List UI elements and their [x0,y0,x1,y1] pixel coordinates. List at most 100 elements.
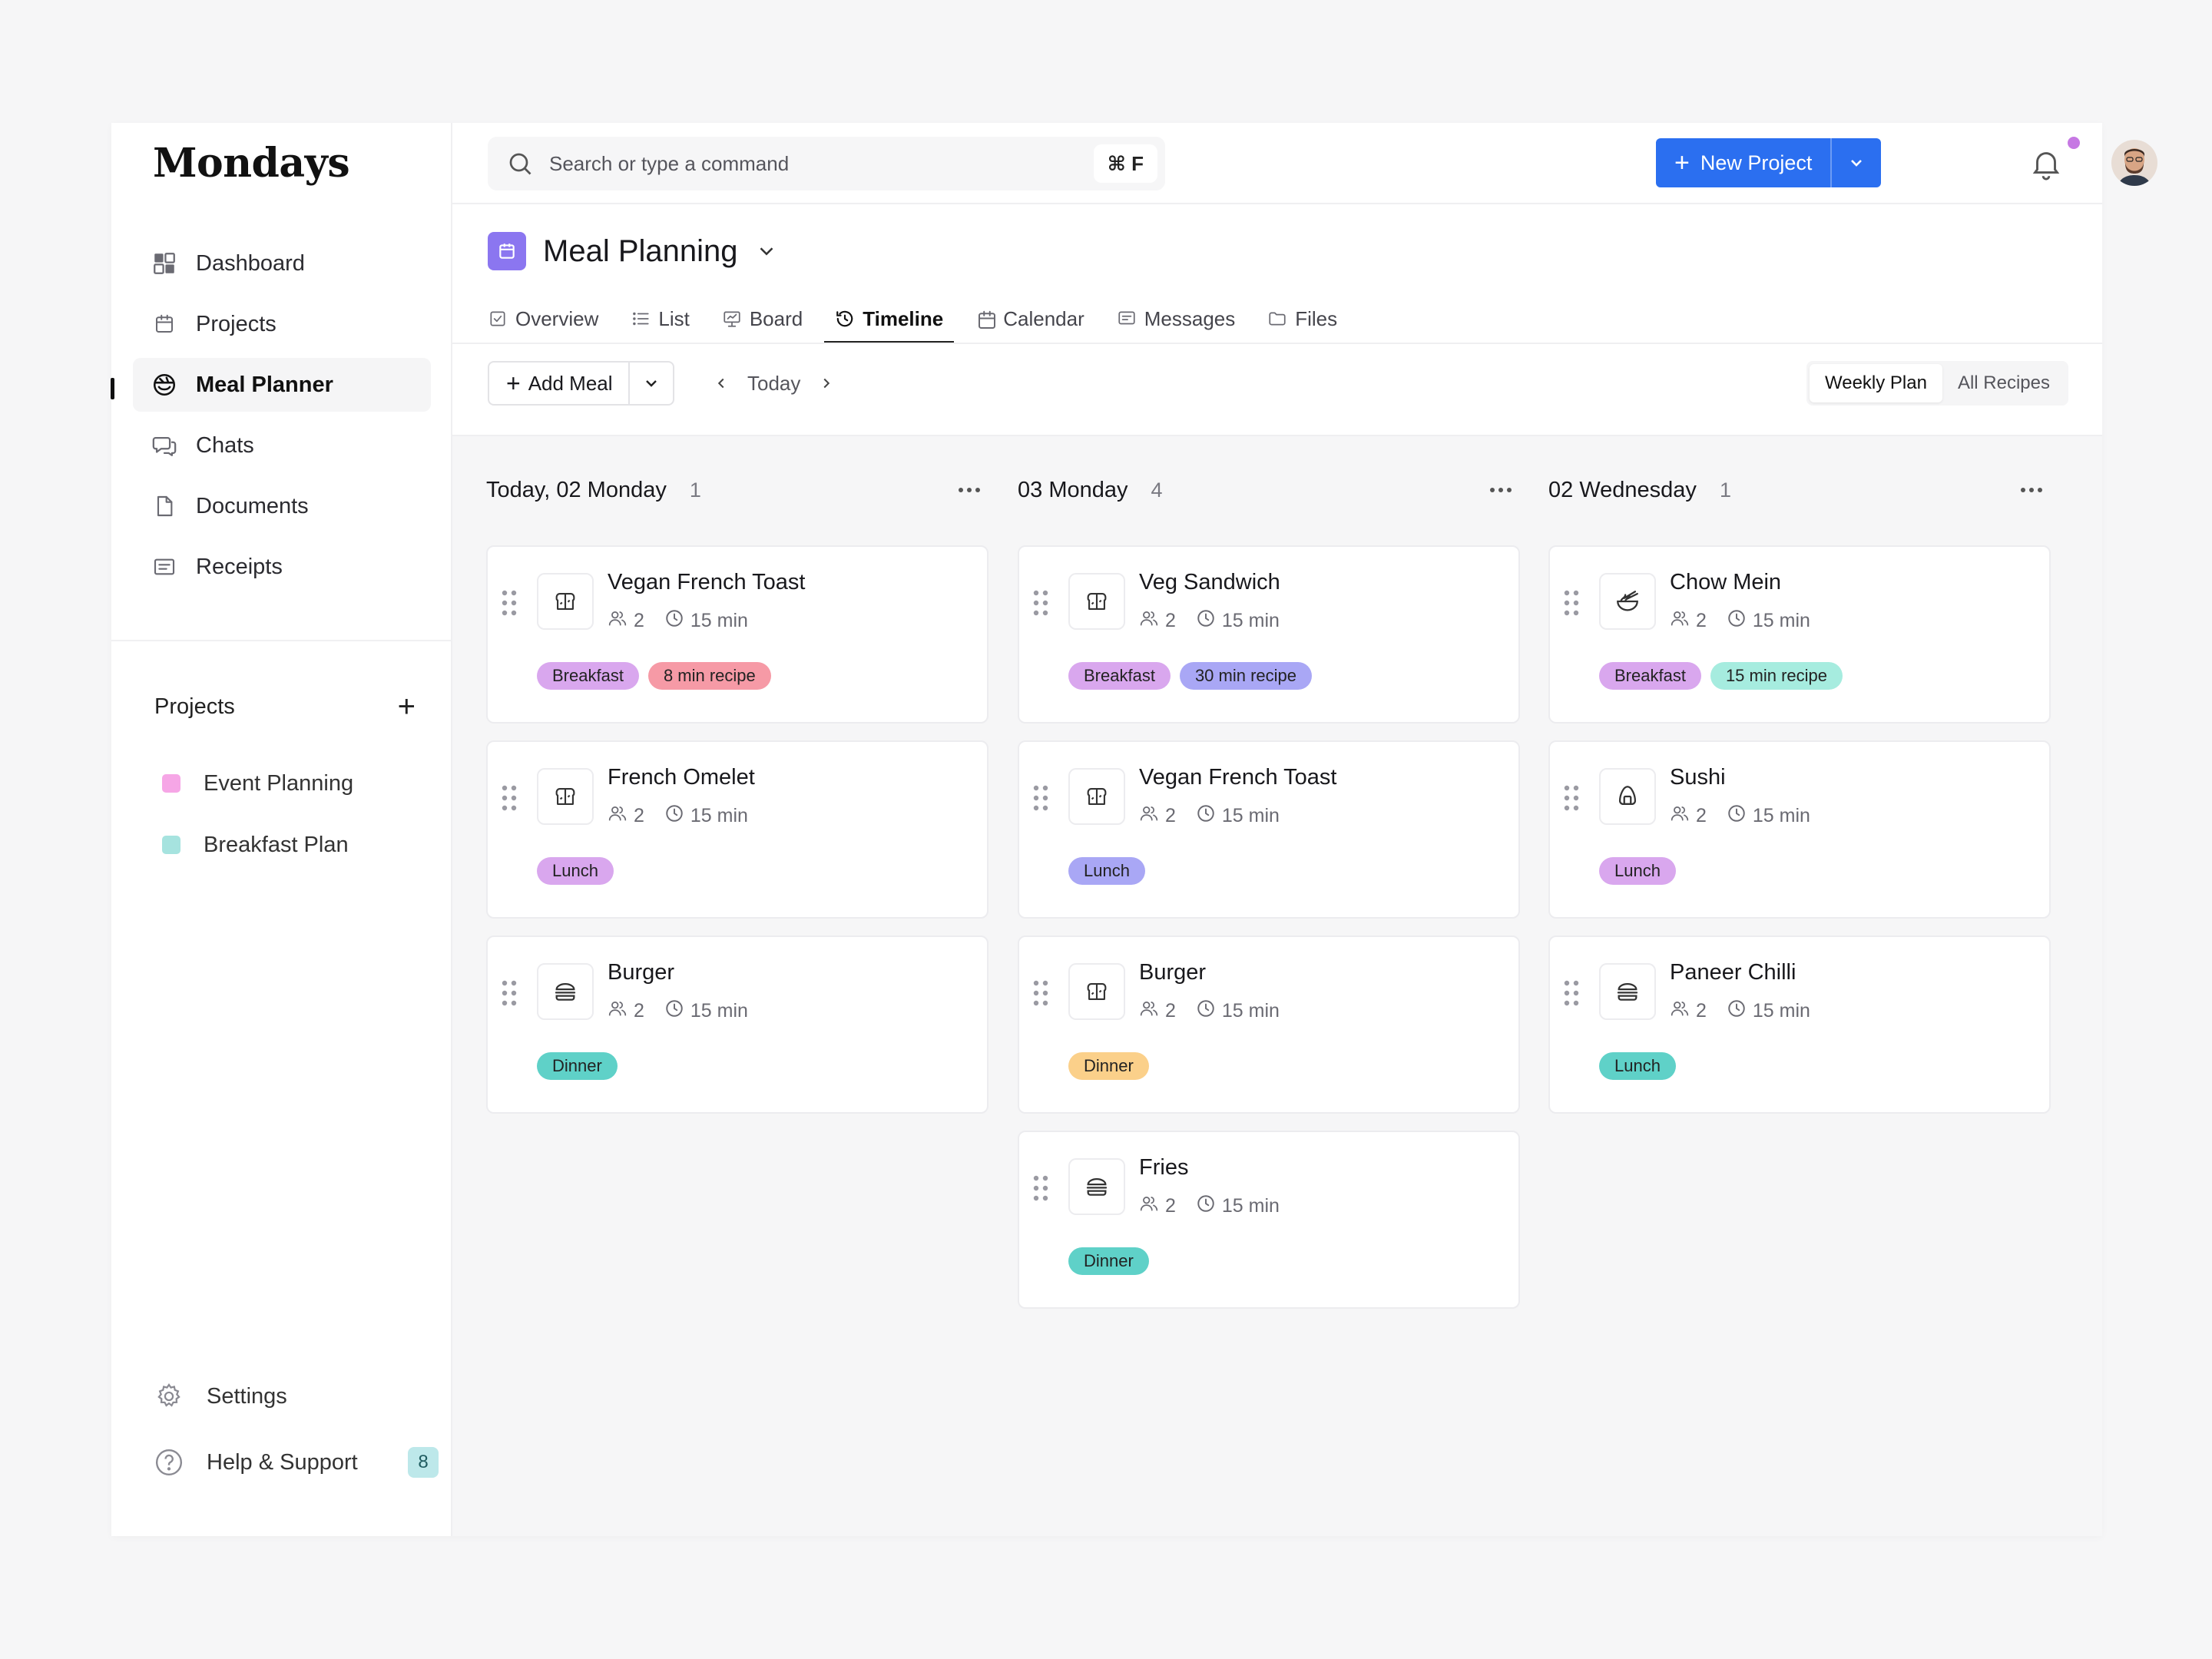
add-meal-button[interactable]: + Add Meal [489,363,628,404]
new-project-dropdown-button[interactable] [1830,138,1882,187]
meal-name: French Omelet [608,765,755,790]
new-project-button[interactable]: + New Project [1656,138,1831,187]
meal-card[interactable]: French Omelet 2 15 min Lunch [486,740,988,919]
add-meal-dropdown-button[interactable] [628,363,673,404]
meal-card[interactable]: Vegan French Toast 2 15 min Lunch [1018,740,1520,919]
tab-label: Timeline [863,306,944,330]
sidebar-item-dashboard[interactable]: Dashboard [133,237,431,290]
prep-time: 15 min [1221,1000,1280,1022]
meal-card[interactable]: Sushi 2 15 min Lunch [1548,740,2051,919]
people-icon [1139,803,1165,829]
clock-icon [1196,998,1222,1024]
project-item-breakfast-plan[interactable]: Breakfast Plan [162,814,353,876]
previous-date-button[interactable] [706,368,737,399]
burger-icon [537,963,594,1020]
meal-tag: 15 min recipe [1710,662,1843,690]
meal-card[interactable]: Vegan French Toast 2 15 min Breakfast 8 min … [486,545,988,724]
gear-icon [154,1382,184,1411]
meal-card[interactable]: Burger 2 15 min Dinner [486,935,988,1114]
clock-icon [664,803,690,829]
meal-meta: 2 15 min [1139,1194,1280,1219]
page-title: Meal Planning [543,233,738,268]
bell-icon[interactable] [2028,146,2064,181]
search-placeholder: Search or type a command [549,151,790,175]
sidebar-item-chats[interactable]: Chats [133,419,431,472]
project-list: Event Planning Breakfast Plan [162,753,353,876]
tab-list[interactable]: List [620,293,700,344]
next-date-button[interactable] [811,368,842,399]
meal-tag: Breakfast [537,662,639,690]
tab-overview[interactable]: Overview [488,293,609,344]
prep-time: 15 min [690,805,748,826]
help-badge: 8 [408,1447,439,1478]
toast-icon [1068,963,1125,1020]
sidebar-nav: Dashboard Projects Meal Planner Chats Docume… [133,237,431,601]
toast-icon [537,768,594,825]
meal-tag: Lunch [537,857,614,885]
sidebar-item-meal-planner[interactable]: Meal Planner [133,358,431,412]
meal-tag: Lunch [1068,857,1145,885]
column-header: 03 Monday 4 [1018,467,1520,513]
servings-count: 2 [634,610,644,631]
meal-card[interactable]: Veg Sandwich 2 15 min Breakfast 30 min recip… [1018,545,1520,724]
column-count: 1 [689,478,701,502]
add-meal-label: Add Meal [528,371,613,395]
clock-icon [1196,1194,1222,1219]
message-icon [1117,309,1137,329]
more-options-button[interactable] [950,475,988,505]
calendar-icon [151,311,177,337]
search-bar[interactable]: Search or type a command ⌘ F [488,137,1165,190]
help-support-link[interactable]: Help & Support 8 [154,1429,439,1495]
sidebar-item-receipts[interactable]: Receipts [133,540,431,594]
sidebar-item-projects[interactable]: Projects [133,297,431,351]
search-shortcut: ⌘ F [1093,144,1157,183]
settings-link[interactable]: Settings [154,1363,439,1429]
tab-timeline[interactable]: Timeline [824,293,955,344]
meal-tag: Breakfast [1068,662,1171,690]
avatar[interactable] [2111,140,2157,186]
meal-name: Veg Sandwich [1139,570,1280,594]
servings-count: 2 [1165,1195,1176,1217]
tab-board[interactable]: Board [711,293,813,344]
burger-icon [1068,1158,1125,1215]
servings-count: 2 [1696,1000,1707,1022]
servings-count: 2 [1165,805,1176,826]
clock-icon [664,998,690,1024]
meal-name: Paneer Chilli [1670,960,1796,985]
today-button[interactable]: Today [747,371,801,395]
sidebar-item-documents[interactable]: Documents [133,479,431,533]
column-count: 1 [1719,478,1731,502]
meal-tag: Dinner [537,1052,618,1080]
chevron-left-icon [717,378,724,389]
receipt-icon [151,554,177,580]
more-options-button[interactable] [2012,475,2051,505]
sidebar-item-label: Documents [196,493,309,518]
help-support-label: Help & Support [207,1449,358,1475]
add-project-button[interactable]: + [397,690,416,724]
view-all-recipes-button[interactable]: All Recipes [1957,373,2050,393]
meal-meta: 2 15 min [1139,608,1280,634]
meal-card[interactable]: Paneer Chilli 2 15 min Lunch [1548,935,2051,1114]
meal-planner-icon [151,372,177,398]
tab-label: List [658,306,690,330]
meal-card[interactable]: Chow Mein 2 15 min Breakfast 15 min recipe [1548,545,2051,724]
people-icon [608,803,634,829]
tab-messages[interactable]: Messages [1106,293,1247,344]
project-item-event-planning[interactable]: Event Planning [162,753,353,814]
more-options-button[interactable] [1482,475,1520,505]
tab-files[interactable]: Files [1257,293,1348,344]
meal-meta: 2 15 min [1139,998,1280,1024]
chevron-down-icon[interactable] [755,240,778,263]
noodle-bowl-icon [1599,573,1656,630]
burger-icon [1599,963,1656,1020]
column-title: Today, 02 Monday [486,477,667,502]
board-icon [722,309,742,329]
meal-tags: Breakfast 15 min recipe [1599,662,1852,690]
view-weekly-plan-button[interactable]: Weekly Plan [1810,364,1942,402]
column-title: 03 Monday [1018,477,1128,502]
prep-time: 15 min [1221,1195,1280,1217]
tab-calendar[interactable]: Calendar [965,293,1095,344]
meal-card[interactable]: Fries 2 15 min Dinner [1018,1131,1520,1309]
chevron-down-icon [645,380,657,387]
meal-card[interactable]: Burger 2 15 min Dinner [1018,935,1520,1114]
